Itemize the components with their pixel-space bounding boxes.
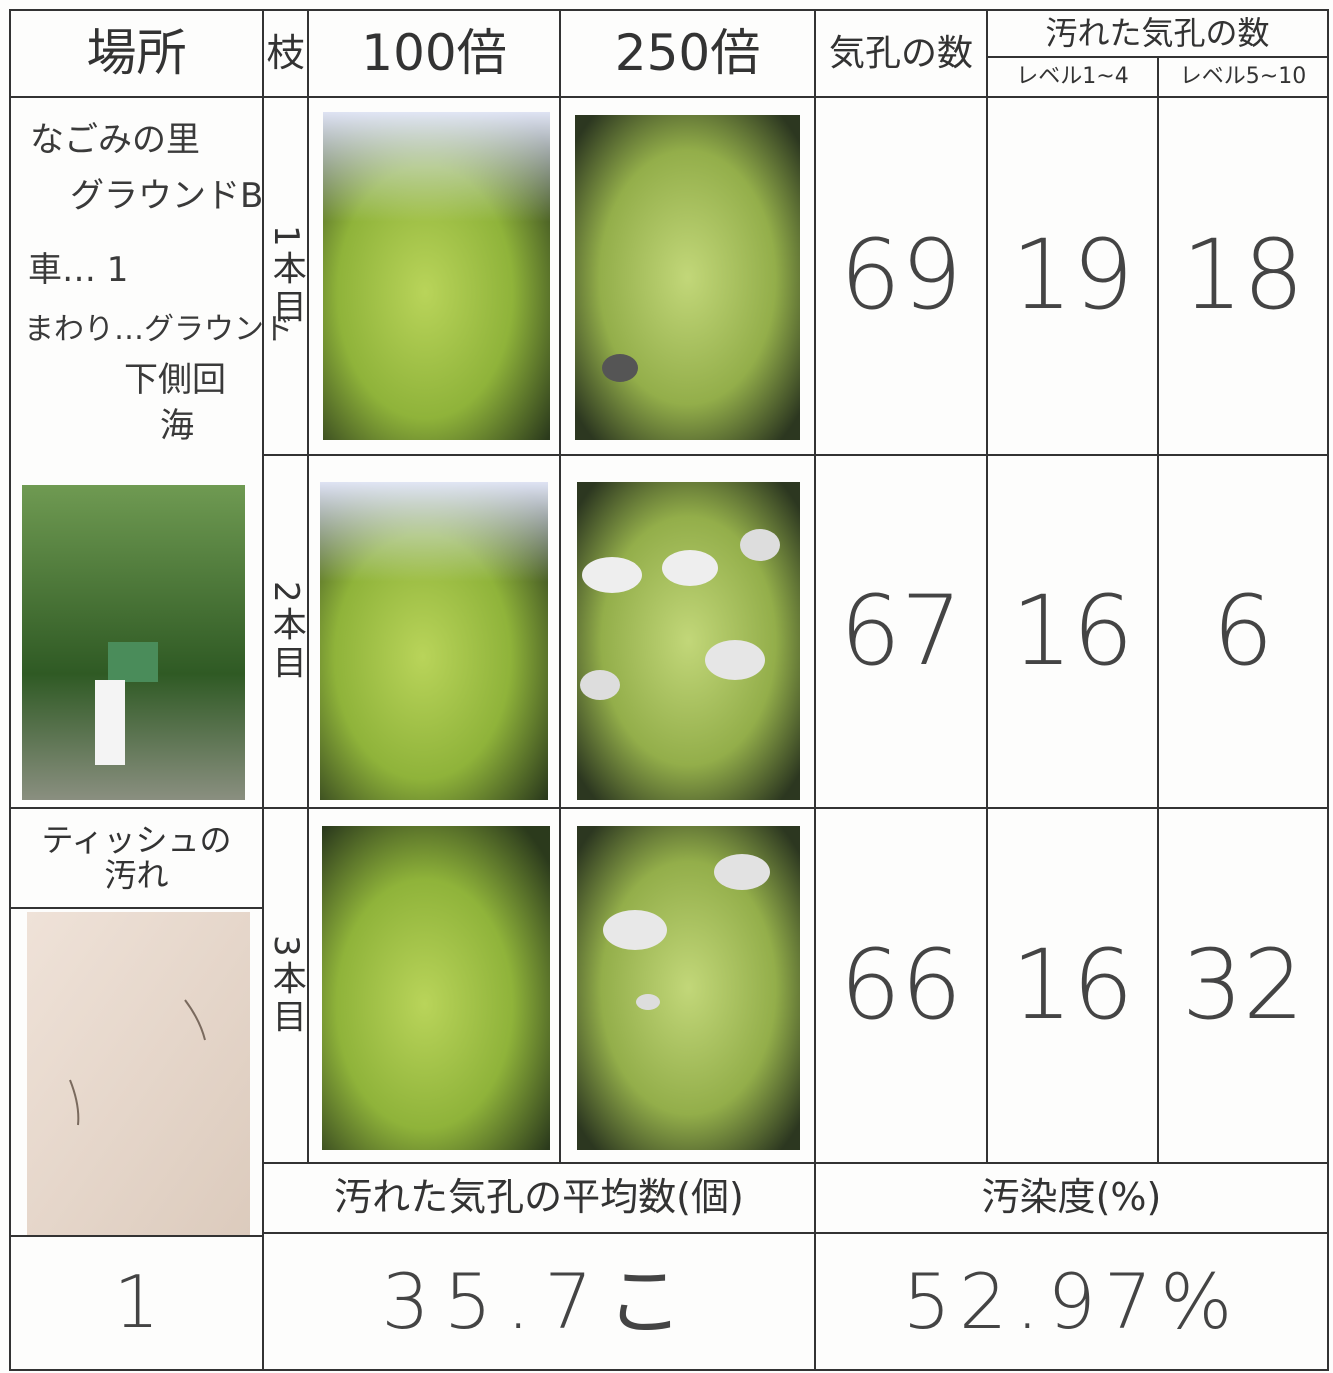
header-level-low: レベル1~4 [1016,63,1129,89]
photo-tissue [27,912,250,1235]
level-high-count: 6 [1212,574,1274,687]
photo-250x-1 [575,115,800,440]
level-low-count: 16 [1011,574,1134,687]
level-high-count: 32 [1181,928,1305,1041]
place-note: グラウンドB [70,176,264,216]
branch-label: 2本目 [266,580,307,683]
level-low-count: 19 [1011,219,1134,332]
header-branch: 枝 [266,30,305,75]
branch-label: 3本目 [266,934,307,1037]
stomata-count: 67 [839,574,963,687]
average-label: 汚れた気孔の平均数(個) [334,1175,744,1220]
branch-label: 1本目 [266,225,307,327]
place-note: 下側回 [124,360,226,400]
level-low-count: 16 [1011,928,1134,1041]
photo-100x-1 [323,112,550,440]
stomata-count: 69 [839,219,963,332]
site-number: 1 [113,1260,160,1345]
header-place: 場所 [86,24,187,82]
stomata-count: 66 [839,928,963,1041]
header-stomata: 気孔の数 [828,32,973,74]
header-250x: 250倍 [614,24,761,82]
header-100x: 100倍 [361,24,507,82]
pollution-label: 汚染度(%) [981,1175,1162,1220]
place-note: 車… 1 [28,250,129,290]
photo-site [22,485,245,800]
pollution-value: 52.97% [902,1256,1241,1346]
tissue-label: ティッシュの汚れ [41,820,232,894]
average-value: 35.7こ [381,1256,697,1346]
place-note: 海 [160,406,194,446]
level-high-count: 18 [1181,219,1305,332]
header-level-high: レベル5~10 [1179,63,1307,89]
header-dirty-stomata: 汚れた気孔の数 [1045,13,1270,52]
place-note: なごみの里 [30,120,200,160]
photo-250x-2 [577,482,800,800]
photos [22,112,800,1235]
grid-lines [9,9,1329,1371]
photo-100x-2 [320,482,548,800]
place-note: まわり…グラウンド [24,312,294,347]
photo-100x-3 [322,826,550,1150]
photo-250x-3 [577,826,800,1150]
